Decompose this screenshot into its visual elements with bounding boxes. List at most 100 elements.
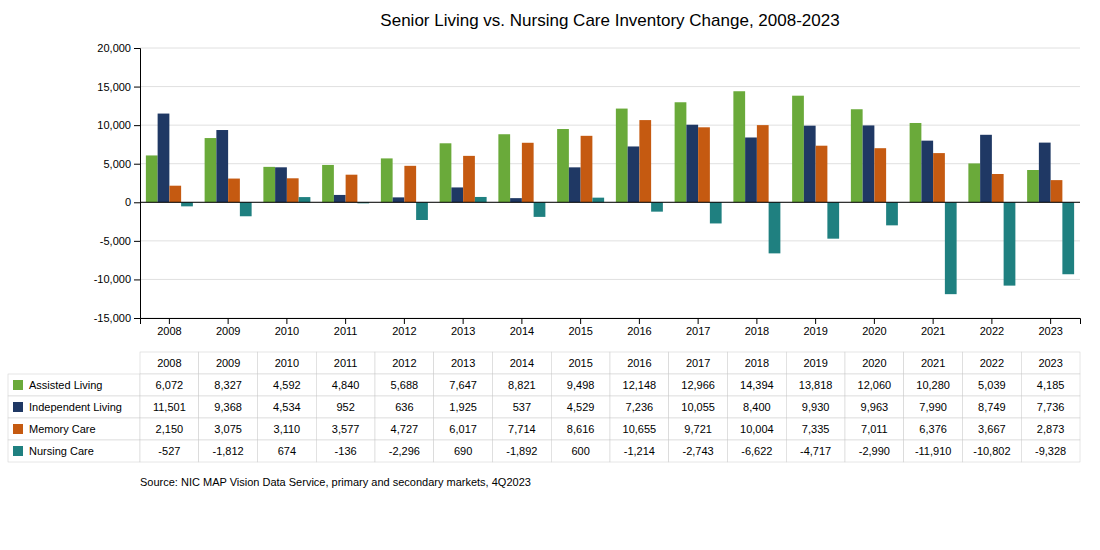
table-cell [963,374,1022,396]
table-cell [375,352,434,374]
table-cell [610,418,669,440]
table-value: 9,368 [214,401,242,413]
y-tick-mark [134,241,140,242]
table-cell [1021,352,1080,374]
table-cell [610,374,669,396]
table-cell [669,418,728,440]
bar [216,130,228,202]
table-value: 11,501 [153,401,186,413]
x-tick: 2008 [157,318,181,337]
table-value: -4,717 [800,445,831,457]
bar [475,197,487,202]
y-axis-line [134,49,141,319]
table-cell [845,374,904,396]
bar [346,175,358,203]
table-value: 6,376 [919,423,947,435]
table-value: 2,873 [1037,423,1065,435]
bar [874,148,886,202]
table-cell [8,396,140,418]
table-cell [316,440,375,462]
table-cell [610,440,669,462]
table-cell [258,396,317,418]
x-tick-label: 2014 [510,325,534,337]
bar [510,198,522,202]
table-value: -11,910 [915,445,952,457]
bar [910,123,922,202]
table-cell [669,396,728,418]
y-tick-mark [134,279,140,280]
table-value: 8,821 [508,379,536,391]
bar [205,138,217,202]
table-cell [8,440,140,462]
y-tick-mark [134,318,140,319]
table-cell [140,352,199,374]
table-header: 2009 [216,357,240,369]
bar [299,197,311,202]
x-tick-label: 2018 [745,325,769,337]
x-tick: 2011 [334,318,358,337]
table-cell [1021,374,1080,396]
table-cell [1021,396,1080,418]
x-tick-mark [756,318,757,324]
table-value: 4,592 [273,379,301,391]
table-value: 3,667 [978,423,1006,435]
x-tick-label: 2020 [862,325,886,337]
y-tick-mark [134,125,140,126]
table-value: 7,647 [449,379,477,391]
y-tick: -15,000 [94,312,140,324]
table-value: 674 [278,445,296,457]
legend-swatch [13,424,23,434]
y-tick: -5,000 [100,235,140,247]
table-value: 10,055 [681,401,715,413]
y-tick-mark [134,164,140,165]
table-cell [140,374,199,396]
table-cell [786,396,845,418]
table-value: 4,727 [391,423,419,435]
table-value: 4,840 [332,379,360,391]
table-cell [316,352,375,374]
grid-line [140,125,1080,126]
bar [404,166,416,202]
x-tick-mark [228,318,229,324]
table-value: 9,721 [684,423,712,435]
chart-root: Senior Living vs. Nursing Care Inventory… [0,0,1100,550]
bar [592,198,604,203]
table-value: -1,812 [213,445,244,457]
x-tick-mark [521,318,522,324]
table-value: 12,966 [681,379,715,391]
table-cell [434,352,493,374]
x-tick-mark [580,318,581,324]
bar [228,179,240,203]
bar [921,141,933,203]
table-value: 8,749 [978,401,1006,413]
y-tick: 15,000 [97,81,140,93]
table-value: 8,327 [214,379,242,391]
x-axis: 2008200920102011201220132014201520162017… [141,318,1081,337]
bar [827,202,839,238]
bar [416,202,428,220]
bar [816,146,828,203]
x-axis-line [141,319,1081,325]
y-tick-label: -15,000 [94,312,131,324]
table-cell [434,396,493,418]
bar [745,137,757,202]
table-value: 7,011 [861,423,888,435]
bar [804,126,816,203]
table-value: 9,963 [861,401,889,413]
bar [440,143,452,202]
y-tick-label: -10,000 [94,273,131,285]
bar [968,163,980,202]
x-tick-label: 2008 [157,325,181,337]
x-tick: 2020 [862,318,886,337]
bar [710,202,722,223]
table-header: 2013 [451,357,475,369]
x-tick-label: 2023 [1038,325,1062,337]
table-cell [375,418,434,440]
x-tick-label: 2009 [216,325,240,337]
table-value: -2,743 [683,445,714,457]
bar [792,96,804,203]
x-tick-mark [874,318,875,324]
x-tick-mark [698,318,699,324]
table-value: 8,616 [567,423,595,435]
table-cell [728,352,787,374]
